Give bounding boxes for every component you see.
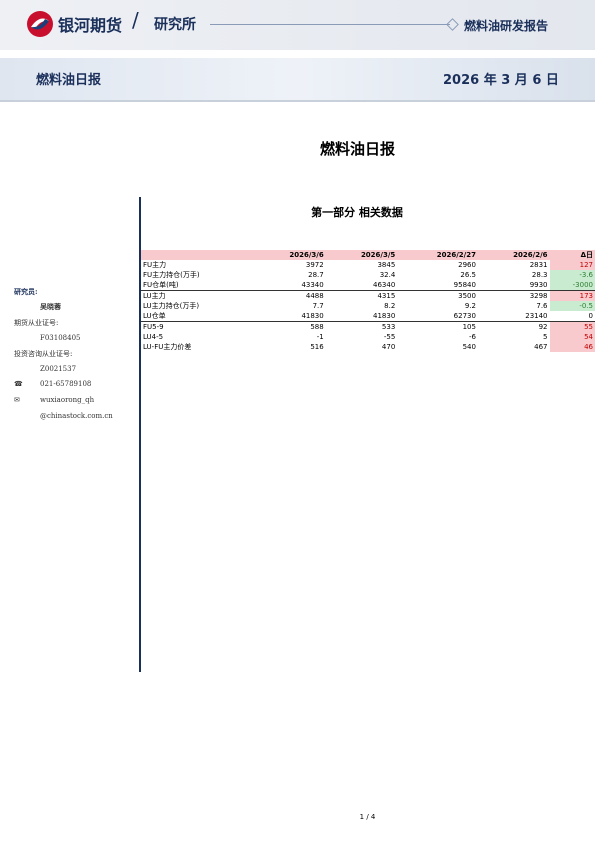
analyst: 吴晓蓉: [40, 302, 61, 311]
banner-date: 2026 年 3 月 6 日: [443, 73, 559, 88]
table-row: LU4-5 -1 -55 -6 5 54: [141, 332, 595, 342]
table-cell: 41830: [254, 311, 326, 322]
table-cell: 467: [534, 343, 548, 351]
table-cell: 7.6: [536, 302, 548, 310]
table-cell: -55: [383, 333, 396, 341]
slash: /: [132, 8, 139, 32]
table-cell: 54: [549, 332, 595, 342]
table-cell: 533: [381, 323, 396, 331]
table-row: LU主力 4488 4315 3500 3298 173: [141, 290, 595, 301]
report-type: 燃料油研发报告: [464, 19, 549, 33]
table-cell: 3298: [529, 292, 548, 300]
consult-label: 投资咨询从业证号:: [14, 350, 73, 358]
table-cell: 8.2: [384, 302, 396, 310]
table-cell: 46: [549, 342, 595, 352]
license: F03108405: [40, 334, 81, 342]
table-cell: 3845: [377, 261, 396, 269]
table-cell: 2026/3/6: [289, 251, 324, 259]
table-cell: 3972: [305, 261, 324, 269]
phone: 021-65789108: [40, 380, 92, 388]
table-cell: -0.5: [549, 301, 595, 311]
table-cell: 2831: [529, 261, 548, 269]
table-cell: 127: [549, 260, 595, 270]
table-cell: 4315: [377, 292, 396, 300]
table-cell: 55: [549, 321, 595, 332]
section-title: 第一部分 相关数据: [311, 206, 403, 219]
table-cell: 2026/2/27: [436, 251, 476, 259]
dept: 研究所: [154, 17, 196, 33]
table-cell: LU主力持仓(万手): [143, 302, 200, 310]
divider: [139, 197, 141, 672]
table-cell: 2960: [458, 261, 476, 269]
table-cell: FU仓单(吨): [141, 280, 255, 291]
header-band: 银河期货 / 研究所 燃料油研发报告: [0, 0, 595, 50]
table-cell: LU仓单: [141, 311, 255, 322]
table-cell: -3000: [549, 280, 595, 291]
table-cell: FU主力: [143, 261, 167, 269]
table-cell: -1: [316, 333, 324, 341]
table-cell: Δ日: [580, 251, 593, 259]
table-cell: 46340: [325, 280, 398, 291]
diamond: [446, 18, 459, 31]
table-cell: 28.7: [308, 271, 324, 279]
table-cell: LU-FU主力价差: [143, 343, 192, 351]
data-table: 2026/3/6 2026/3/5 2026/2/27 2026/2/6 Δ日 FU主力 3…: [141, 250, 595, 352]
phone-icon: ☎: [14, 380, 23, 388]
email-domain: @chinastock.com.cn: [40, 412, 113, 420]
table-cell: 62730: [397, 311, 478, 322]
table-cell: 470: [381, 343, 396, 351]
table-cell: 95840: [397, 280, 478, 291]
table-cell: 2026/3/5: [360, 251, 396, 259]
table-row: FU主力持仓(万手) 28.7 32.4 26.5 28.3 -3.6: [141, 270, 595, 280]
doc-title: 燃料油日报: [319, 140, 395, 158]
consult: Z0021537: [40, 365, 77, 373]
table-cell: 28.3: [531, 271, 548, 279]
table-cell: 43340: [254, 280, 326, 291]
table-cell: 2026/2/6: [513, 251, 548, 259]
table-cell: LU4-5: [143, 333, 164, 341]
table-cell: 23140: [477, 311, 550, 322]
table-cell: 26.5: [460, 271, 476, 279]
table-cell: FU5-9: [143, 323, 164, 331]
table-row: FU仓单(吨) 43340 46340 95840 9930 -3000: [141, 280, 595, 291]
table-row: LU-FU主力价差 516 470 540 467 46: [141, 342, 595, 352]
table-cell: 5: [543, 333, 548, 341]
table-cell: 0: [549, 311, 595, 322]
header-line: [210, 24, 450, 25]
mail-icon: ✉: [14, 396, 20, 404]
table-cell: -6: [468, 333, 476, 341]
email-user: wuxiaorong_qh: [40, 396, 95, 404]
table-cell: 32.4: [379, 271, 396, 279]
table-row: LU主力持仓(万手) 7.7 8.2 9.2 7.6 -0.5: [141, 301, 595, 311]
table-row: FU5-9 588 533 105 92 55: [141, 321, 595, 332]
banner-title: 燃料油日报: [36, 73, 102, 88]
logo: [27, 11, 53, 37]
table-cell: 173: [549, 290, 595, 301]
table-cell: 92: [538, 323, 548, 331]
table-row: LU仓单 41830 41830 62730 23140 0: [141, 311, 595, 322]
role: 研究员:: [14, 287, 38, 296]
table-cell: 9930: [477, 280, 550, 291]
banner: 燃料油日报 2026 年 3 月 6 日: [0, 58, 595, 102]
table-cell: 105: [462, 323, 476, 331]
table-cell: 588: [310, 323, 324, 331]
table-cell: 516: [310, 343, 324, 351]
page-number: 1 / 4: [359, 813, 376, 821]
table-cell: FU主力持仓(万手): [143, 271, 200, 279]
brand: 银河期货: [58, 16, 123, 35]
table-cell: -3.6: [549, 270, 595, 280]
table-cell: 7.7: [312, 302, 324, 310]
license-label: 期货从业证号:: [14, 319, 59, 327]
table-cell: 9.2: [464, 302, 476, 310]
table-cell: [141, 250, 254, 260]
table-row: FU主力 3972 3845 2960 2831 127: [141, 260, 595, 270]
table-cell: 540: [462, 343, 476, 351]
table-cell: 3500: [458, 292, 476, 300]
table-cell: LU主力: [143, 292, 166, 300]
header-row: 2026/3/6 2026/3/5 2026/2/27 2026/2/6 Δ日: [141, 250, 595, 260]
table-cell: 4488: [305, 292, 324, 300]
table-cell: 41830: [325, 311, 398, 322]
